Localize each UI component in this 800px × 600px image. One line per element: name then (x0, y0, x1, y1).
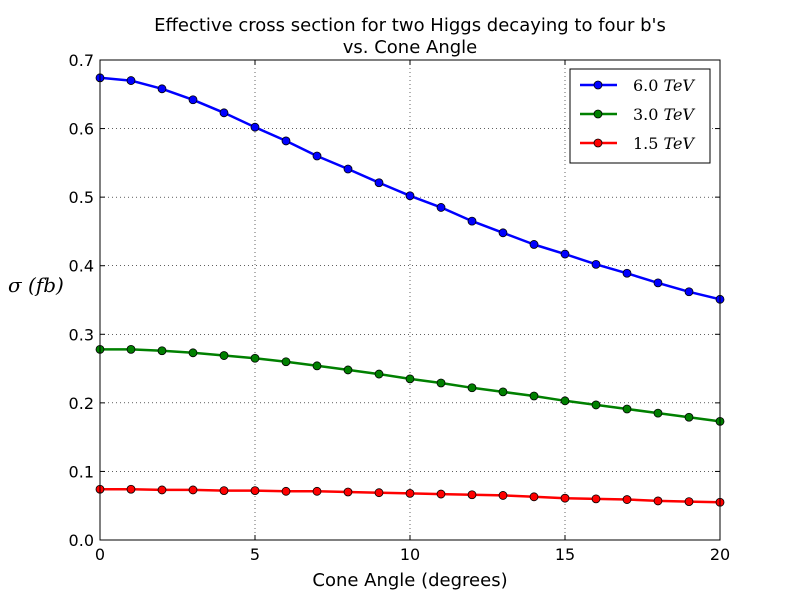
x-tick-labels: 0 5 10 15 20 (95, 545, 730, 564)
data-point (405, 374, 415, 384)
data-point (684, 287, 694, 297)
data-point (622, 268, 632, 278)
data-point (343, 164, 353, 174)
x-tick-label: 10 (400, 545, 420, 564)
data-point (312, 486, 322, 496)
data-point (591, 400, 601, 410)
data-point (157, 485, 167, 495)
data-point (374, 369, 384, 379)
data-point (498, 491, 508, 500)
legend-item: 6.0 TeV (580, 76, 695, 95)
data-point (250, 353, 260, 363)
y-tick-labels: 0.0 0.1 0.2 0.3 0.4 0.5 0.6 0.7 (69, 51, 94, 550)
data-point (529, 492, 539, 502)
data-point (560, 493, 570, 503)
data-point (467, 216, 477, 226)
data-point (126, 344, 136, 354)
data-point (312, 151, 322, 161)
data-point (343, 487, 353, 497)
data-point (157, 84, 167, 94)
data-point (219, 351, 229, 360)
y-tick-label: 0.7 (69, 51, 94, 70)
y-tick-label: 0.1 (69, 462, 94, 481)
data-point (405, 488, 415, 498)
data-point (591, 494, 601, 504)
data-point (219, 486, 229, 496)
data-point (250, 486, 260, 496)
legend-label: 1.5 TeV (633, 134, 695, 153)
data-point (436, 489, 446, 499)
y-tick-label: 0.5 (69, 188, 94, 207)
y-tick-label: 0.2 (69, 394, 94, 413)
data-point (684, 412, 694, 422)
data-point (374, 178, 384, 188)
data-point (374, 488, 384, 498)
data-point (560, 249, 570, 259)
x-tick-label: 5 (250, 545, 260, 564)
x-tick-label: 15 (555, 545, 575, 564)
x-tick-label: 0 (95, 545, 105, 564)
data-point (498, 228, 508, 238)
series-1 (95, 344, 725, 426)
data-point (281, 357, 291, 367)
data-point (436, 203, 446, 212)
y-tick-label: 0.3 (69, 325, 94, 344)
series-0 (95, 73, 725, 304)
legend-label: 3.0 TeV (633, 105, 695, 124)
y-tick-label: 0.0 (69, 531, 94, 550)
legend-marker (593, 138, 603, 148)
data-point (467, 383, 477, 393)
data-point (529, 391, 539, 401)
data-point (126, 76, 136, 85)
data-point (653, 496, 663, 506)
chart-subtitle: vs. Cone Angle (343, 37, 477, 58)
data-point (622, 495, 632, 504)
data-point (281, 136, 291, 146)
y-tick-label: 0.6 (69, 120, 94, 139)
data-point (343, 365, 353, 375)
x-axis-label: Cone Angle (degrees) (312, 570, 507, 591)
legend-item: 1.5 TeV (580, 134, 695, 153)
legend: 6.0 TeV 3.0 TeV 1.5 TeV (569, 68, 711, 164)
data-point (188, 95, 198, 105)
data-point (684, 497, 694, 507)
y-tick-label: 0.4 (69, 257, 94, 276)
data-point (436, 378, 446, 388)
data-point (312, 361, 322, 371)
data-point (219, 108, 229, 118)
x-tick-label: 20 (710, 545, 730, 564)
data-point (467, 490, 477, 500)
legend-item: 3.0 TeV (580, 105, 695, 124)
data-point (250, 122, 260, 132)
data-point (157, 346, 167, 356)
data-point (591, 259, 601, 269)
data-point (529, 240, 539, 249)
data-point (653, 278, 663, 288)
data-point (622, 404, 632, 414)
data-point (560, 396, 570, 406)
data-point (188, 348, 198, 358)
legend-label: 6.0 TeV (633, 76, 695, 95)
legend-marker (593, 80, 603, 90)
legend-marker (593, 109, 603, 119)
series-2 (95, 484, 725, 507)
data-point (498, 387, 508, 397)
data-point (188, 485, 198, 495)
data-point (281, 486, 291, 496)
axis-ticks (99, 59, 721, 541)
data-point (653, 408, 663, 418)
chart-title: Effective cross section for two Higgs de… (154, 15, 666, 36)
data-point (405, 191, 415, 201)
data-point (126, 484, 136, 494)
series-layer (95, 73, 725, 507)
y-axis-label: σ (fb) (8, 273, 64, 297)
